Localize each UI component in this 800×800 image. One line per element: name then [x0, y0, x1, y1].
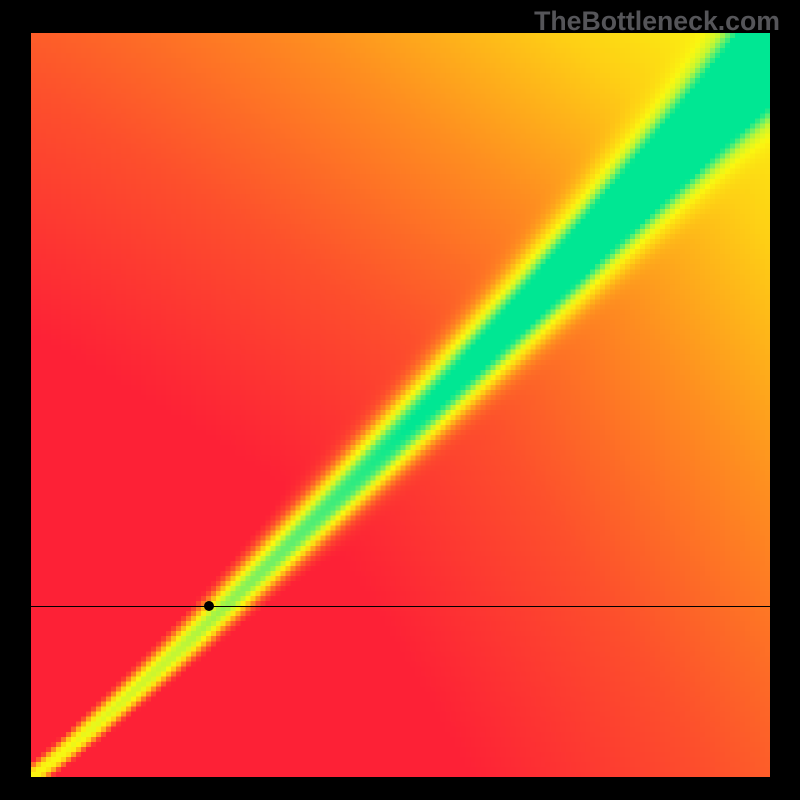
watermark-text: TheBottleneck.com	[534, 6, 780, 37]
crosshair-horizontal	[31, 606, 770, 607]
crosshair-vertical	[209, 777, 210, 800]
marker-point	[204, 601, 214, 611]
chart-container: TheBottleneck.com	[0, 0, 800, 800]
heatmap-canvas	[31, 33, 770, 777]
plot-area	[31, 33, 770, 777]
